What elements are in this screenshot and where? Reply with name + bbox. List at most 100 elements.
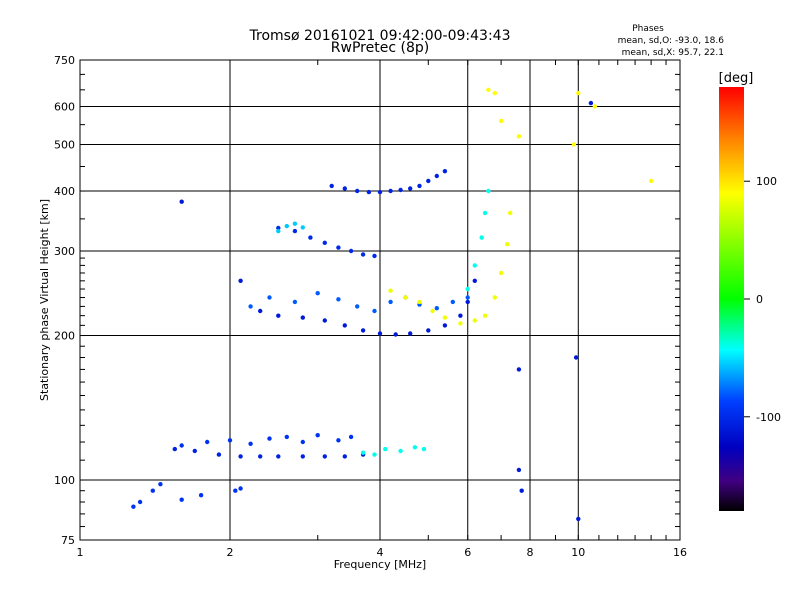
data-point [179,443,184,448]
data-point [315,433,320,438]
data-point [588,100,594,106]
data-point [393,332,398,337]
data-point [417,183,422,189]
series [179,100,594,522]
y-tick-label: 500 [54,139,75,152]
data-point [408,186,413,191]
data-point [479,235,484,240]
data-point [292,299,298,305]
data-point [442,323,448,328]
data-point [336,297,341,302]
x-tick-label: 2 [227,546,234,559]
data-point [248,441,253,446]
data-point [388,299,393,305]
y-tick-label: 200 [54,330,75,343]
data-point [276,228,281,234]
data-point [322,454,327,459]
data-point [179,497,184,502]
data-point [492,295,497,300]
data-point [276,313,281,318]
data-point [465,295,470,300]
data-point [292,221,298,226]
data-point [486,87,491,93]
x-tick-label: 4 [377,546,384,559]
series [329,169,448,195]
series [179,433,354,448]
data-point [300,225,305,230]
data-point [355,304,360,309]
data-point [482,313,488,318]
stats-block: Phases mean, sd,O: -93.0, 18.6 mean, sd,… [618,24,725,58]
x-axis: 1 2 4 6 8 10 16 [77,60,687,559]
data-point [300,315,305,320]
data-point [516,467,522,473]
y-axis: 75 100 200 300 400 500 600 750 [54,54,680,547]
grid [80,60,680,540]
data-point [434,173,439,179]
y-tick-label: 75 [61,534,75,547]
data-point [258,454,263,459]
series [276,221,305,234]
data-point [233,488,238,493]
x-tick-label: 10 [571,546,585,559]
chart-title: Tromsø 20161021 09:42:00-09:43:43 [249,28,511,44]
data-point [342,186,347,191]
data-point [179,199,184,204]
y-tick-label: 600 [54,101,75,114]
x-tick-label: 8 [527,546,534,559]
data-point [498,118,504,124]
data-point [573,355,579,360]
x-tick-label: 1 [77,546,84,559]
data-point [505,242,510,247]
x-tick-label: 6 [464,546,471,559]
data-point [216,452,222,457]
series [131,482,243,509]
series [360,445,427,457]
y-tick-label: 750 [54,54,75,67]
data-point [434,306,439,311]
data-point [238,486,243,491]
y-tick-label: 300 [54,245,75,258]
chart-subtitle: RwPretec (8p) [331,40,429,56]
data-point [442,315,448,320]
data-point [322,318,327,323]
colorbar-tick-label: 0 [756,293,763,306]
data-point [398,448,403,454]
data-point [372,308,377,314]
data-point [412,445,418,450]
data-point [426,178,431,184]
data-point [576,516,581,522]
stats-line-x: mean, sd,X: 95.7, 22.1 [622,48,724,58]
series [388,210,513,326]
colorbar-ticks: 100 0 -100 [744,175,781,424]
data-point [486,188,491,194]
data-point [408,331,413,336]
data-point [377,189,383,195]
colorbar-tick-label: 100 [756,175,777,188]
data-point [421,446,427,452]
data-point [366,189,372,195]
title-block: Tromsø 20161021 09:42:00-09:43:43 RwPret… [249,28,511,56]
data-point [315,291,320,296]
data-point [442,169,448,174]
data-point [348,434,354,440]
data-point [360,450,366,455]
colorbar-label: [deg] [719,71,754,86]
data-point [238,278,243,283]
stats-line-o: mean, sd,O: -93.0, 18.6 [618,36,725,46]
data-point [465,299,470,305]
series [248,291,470,314]
data-point [276,454,281,459]
data-point [383,446,388,452]
data-point [276,225,281,231]
data-point [150,488,155,493]
data-point [172,446,177,452]
data-point [372,452,377,457]
data-point [458,321,463,326]
data-point [348,248,354,254]
data-point [267,295,272,300]
data-point [508,210,513,216]
stats-heading: Phases [632,24,664,34]
data-points [131,87,654,522]
